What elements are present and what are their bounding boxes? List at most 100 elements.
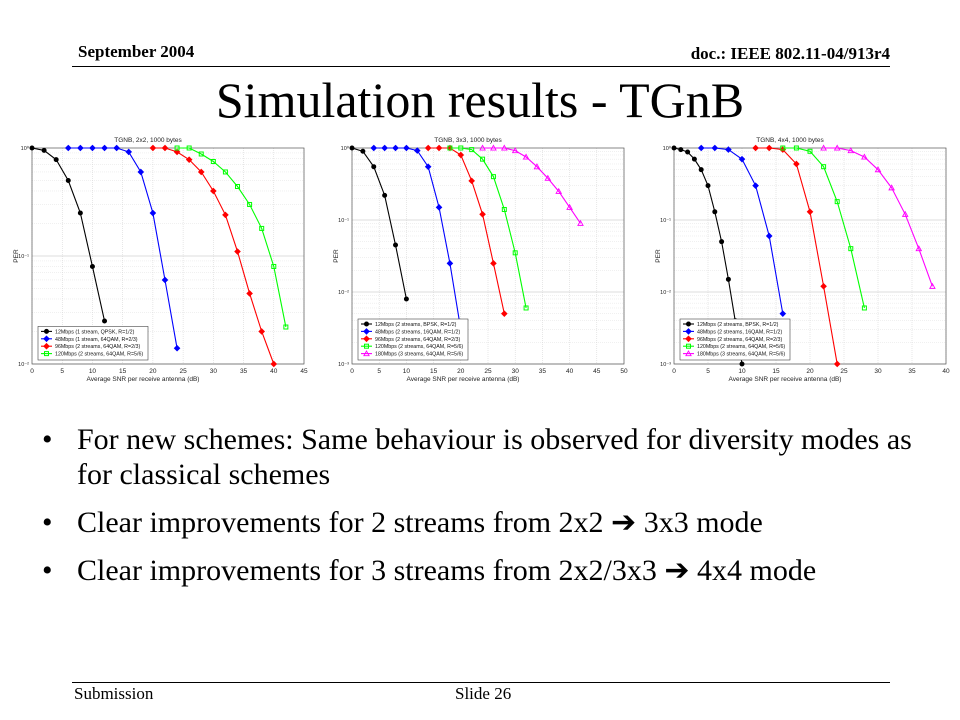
x-tick-label: 25 [179,368,187,375]
data-point [490,174,496,180]
bullet-dot-icon: • [42,506,53,539]
y-axis-label: PER [655,249,662,263]
legend-marker [43,335,50,343]
data-point [834,199,840,205]
data-point [89,263,95,269]
x-tick-label: 35 [539,368,547,375]
data-point [861,153,868,160]
data-point [458,145,464,151]
data-point [725,146,732,153]
data-point [65,178,71,184]
legend-box [357,318,469,361]
series-line [428,147,505,314]
data-point [89,144,96,152]
chart-title: TGNB, 2x2, 1000 bytes [114,137,182,144]
bullet-dot-icon: • [42,423,53,456]
y-tick-label: 10⁻³ [660,362,671,368]
legend-marker [364,321,369,327]
arrow-icon: ➔ [611,506,637,539]
data-point [222,169,228,175]
data-point [435,204,443,211]
y-tick-label: 10⁻³ [338,362,349,368]
legend-entry: 180Mbps (3 streams, 64QAM, R=5/6) [375,352,463,358]
legend-marker [43,342,50,350]
data-point [522,153,530,160]
bullet-text: Clear improvements for 3 streams from 2x… [77,554,665,587]
bullet-text: 4x4 mode [689,554,817,587]
legend-marker [364,343,369,349]
y-axis-label: PER [333,249,340,263]
data-point [752,182,759,189]
data-point [861,305,867,311]
legend-box [679,318,791,361]
data-point [113,144,120,152]
data-point [403,296,409,302]
data-point [137,168,145,176]
data-point [806,208,814,216]
legend-entry: 180Mbps (3 streams, 64QAM, R=5/6) [697,352,785,358]
legend-entry: 120Mbps (2 streams, 64QAM, R=5/6) [55,352,143,358]
bullet-item: • Clear improvements for 3 streams from … [40,553,920,588]
data-point [874,166,882,173]
slide-title: Simulation results - TGnB [215,72,745,128]
data-point [258,328,265,335]
data-point [738,155,746,163]
data-point [833,144,841,151]
y-tick-label: 10⁻² [660,290,671,296]
bullet-item: • For new schemes: Same behaviour is obs… [40,422,920,492]
data-point [697,144,705,152]
x-tick-label: 45 [300,368,308,375]
legend-marker [685,350,692,357]
header-doc-id: doc.: IEEE 802.11-04/913r4 [690,44,890,63]
series-line [31,147,106,322]
data-point [725,276,731,282]
data-point [698,167,704,173]
data-point [490,260,497,267]
data-point [29,145,35,151]
legend-marker [685,335,692,343]
series-line [373,147,462,330]
data-point [888,184,895,191]
data-point [685,149,691,155]
x-tick-label: 45 [593,368,601,375]
x-tick-label: 0 [30,368,34,375]
data-point [848,246,854,252]
legend-marker [686,321,691,327]
chart-svg: 0 5 10 15 20 25 30 35 40 45 50 10⁰ 10⁻¹ 10⁻² 10⁻³ TGNB,… [333,137,628,383]
x-axis-label: Average SNR per receive antenna (dB) [407,376,520,383]
data-point [469,147,475,153]
legend-marker [44,328,49,334]
data-point [847,147,855,154]
legend-marker [363,328,370,335]
data-point [413,147,421,154]
data-point [793,145,799,151]
y-tick-label: 10⁻¹ [660,218,671,224]
data-point [712,209,718,215]
data-point [929,282,936,289]
data-point [435,144,443,152]
x-tick-label: 0 [672,368,676,375]
bullet-list: • For new schemes: Same behaviour is obs… [40,422,920,601]
x-tick-label: 35 [240,368,248,375]
data-point [765,232,773,240]
y-tick-label: 10⁰ [21,145,30,152]
data-point [901,210,909,217]
legend-entry: 12Mbps (2 streams, BPSK, R=1/2) [375,322,457,328]
legend-entry: 96Mbps (2 streams, 64QAM, R=2/3) [55,344,140,350]
header-date: September 2004 [78,42,195,61]
footer-submission: Submission [74,684,154,703]
data-point [360,148,366,154]
data-point [671,145,677,151]
y-tick-label: 10⁻¹ [338,218,349,224]
x-tick-label: 5 [706,368,710,375]
data-point [779,310,787,317]
data-point [555,187,563,194]
legend-marker [363,350,370,357]
data-point [424,144,432,152]
data-point [185,156,193,163]
x-tick-label: 10 [738,368,746,375]
data-point [490,144,497,151]
bullet-text: 3x3 mode [636,506,763,539]
data-point [210,158,216,164]
data-point [370,144,378,152]
